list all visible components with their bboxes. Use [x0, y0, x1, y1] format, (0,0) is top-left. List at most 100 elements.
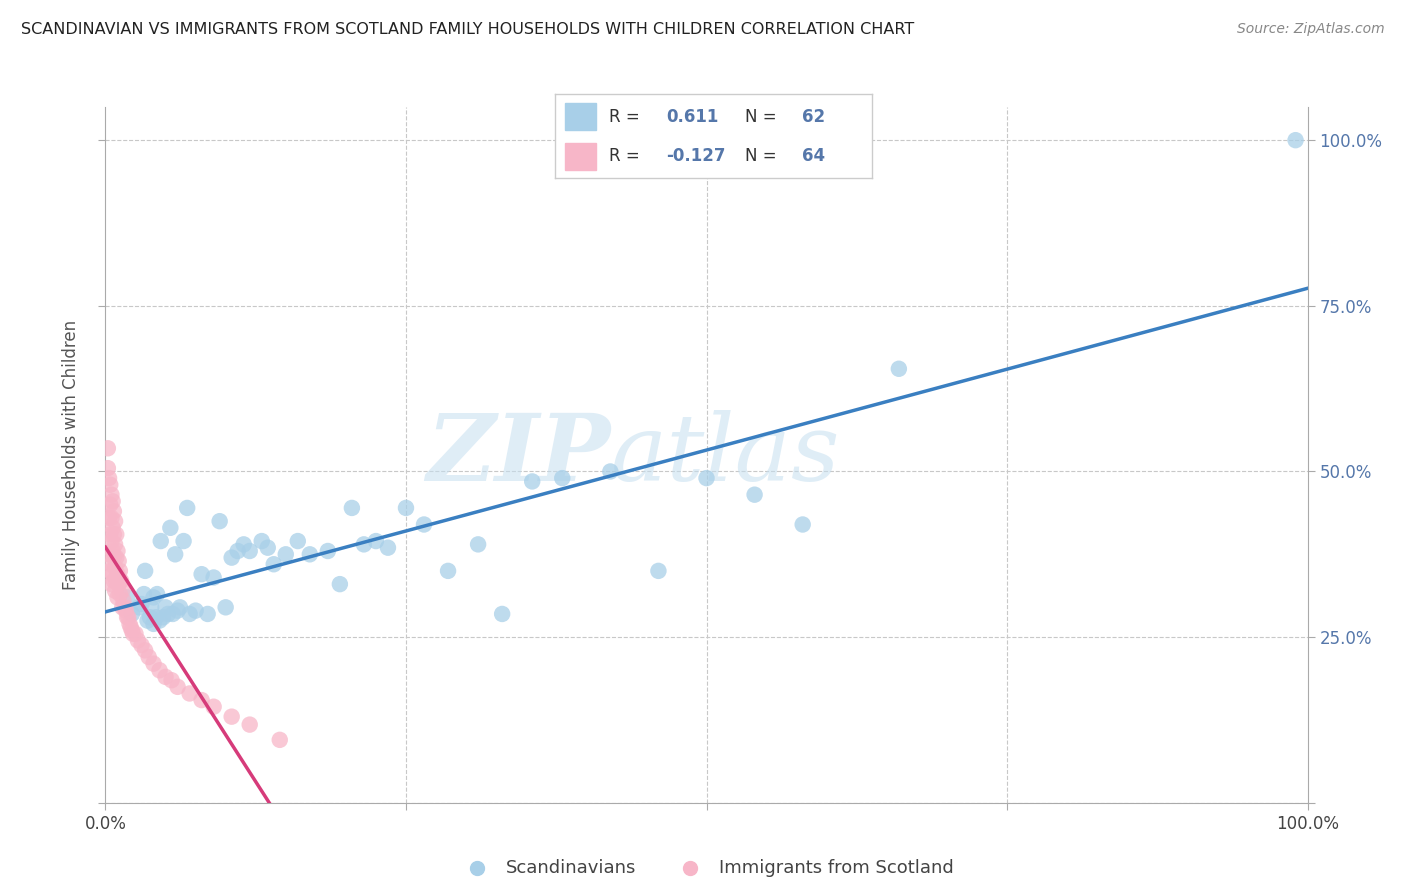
Point [148, 663, 170, 677]
Point [122, 627, 145, 641]
Point [221, 550, 243, 565]
Point [353, 537, 375, 551]
Point [111, 583, 134, 598]
Point [551, 471, 574, 485]
Point [197, 607, 219, 621]
Point [148, 614, 170, 628]
Point [142, 591, 165, 605]
Point [120, 620, 142, 634]
Point [166, 680, 188, 694]
Text: Source: ZipAtlas.com: Source: ZipAtlas.com [1237, 22, 1385, 37]
Point [112, 593, 135, 607]
Point [329, 577, 352, 591]
Point [103, 504, 125, 518]
Point [101, 544, 124, 558]
Point [98, 527, 121, 541]
Bar [565, 103, 596, 130]
Point [179, 607, 201, 621]
Point [104, 514, 127, 528]
Point [97, 442, 120, 456]
Point [173, 534, 195, 549]
Text: R =: R = [609, 147, 640, 165]
Point [128, 600, 150, 615]
Point [131, 597, 153, 611]
Point [169, 600, 191, 615]
Point [165, 547, 187, 561]
Point [98, 498, 121, 512]
Point [184, 604, 207, 618]
Text: 64: 64 [801, 147, 825, 165]
Point [146, 587, 169, 601]
Point [110, 574, 132, 588]
Point [121, 607, 143, 621]
Point [647, 564, 669, 578]
Point [156, 607, 179, 621]
Point [111, 600, 134, 615]
Text: -0.127: -0.127 [666, 147, 725, 165]
Point [467, 537, 489, 551]
Point [599, 465, 621, 479]
Point [100, 488, 122, 502]
Point [134, 643, 156, 657]
Point [136, 614, 159, 628]
Text: ZIP: ZIP [426, 410, 610, 500]
Point [103, 574, 125, 588]
Point [491, 607, 513, 621]
Point [134, 564, 156, 578]
Point [105, 527, 128, 541]
Point [115, 604, 138, 618]
Point [142, 616, 165, 631]
Text: atlas: atlas [610, 410, 839, 500]
Point [364, 534, 387, 549]
Text: SCANDINAVIAN VS IMMIGRANTS FROM SCOTLAND FAMILY HOUSEHOLDS WITH CHILDREN CORRELA: SCANDINAVIAN VS IMMIGRANTS FROM SCOTLAND… [21, 22, 914, 37]
Text: R =: R = [609, 108, 640, 126]
Point [221, 709, 243, 723]
Point [142, 657, 165, 671]
Point [115, 591, 138, 605]
Point [437, 564, 460, 578]
Point [103, 527, 125, 541]
Point [108, 564, 131, 578]
Point [1284, 133, 1306, 147]
Point [107, 544, 129, 558]
Point [269, 732, 291, 747]
Point [887, 361, 910, 376]
Point [522, 475, 544, 489]
Point [744, 488, 766, 502]
Point [101, 567, 124, 582]
Point [104, 560, 127, 574]
Point [179, 686, 201, 700]
Point [104, 583, 127, 598]
Point [118, 616, 141, 631]
Point [155, 600, 177, 615]
Point [100, 534, 122, 549]
Point [98, 511, 121, 525]
Point [103, 550, 125, 565]
Point [124, 627, 146, 641]
Text: N =: N = [745, 147, 776, 165]
Point [138, 650, 160, 665]
Point [97, 461, 120, 475]
Point [696, 471, 718, 485]
Y-axis label: Family Households with Children: Family Households with Children [62, 320, 80, 590]
Text: 62: 62 [801, 108, 825, 126]
Point [100, 577, 122, 591]
Point [256, 541, 278, 555]
Point [263, 558, 285, 572]
Point [100, 511, 122, 525]
Point [101, 521, 124, 535]
Point [792, 517, 814, 532]
Point [152, 610, 174, 624]
Point [274, 547, 297, 561]
Point [98, 471, 121, 485]
Point [139, 600, 162, 615]
Point [98, 564, 121, 578]
Point [107, 591, 129, 605]
Point [145, 610, 167, 624]
Point [104, 537, 127, 551]
Point [413, 517, 436, 532]
Point [115, 610, 138, 624]
Point [121, 624, 143, 638]
Point [340, 500, 363, 515]
Point [239, 544, 262, 558]
